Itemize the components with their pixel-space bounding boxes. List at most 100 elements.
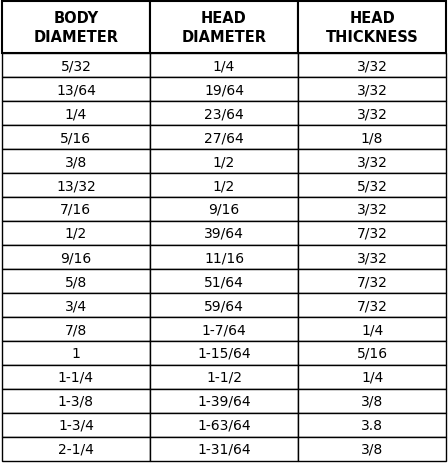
- Bar: [298, 294, 446, 317]
- Bar: [150, 150, 298, 174]
- Text: 3/8: 3/8: [361, 394, 383, 408]
- Bar: [150, 198, 298, 221]
- Text: 3/32: 3/32: [357, 202, 388, 217]
- Bar: [298, 174, 446, 198]
- Text: 3/32: 3/32: [357, 59, 388, 73]
- Text: 1/8: 1/8: [361, 131, 383, 144]
- Bar: [150, 317, 298, 341]
- Bar: [298, 54, 446, 78]
- Bar: [2, 245, 150, 269]
- Text: 13/64: 13/64: [56, 83, 96, 97]
- Text: 7/32: 7/32: [357, 275, 388, 288]
- Text: 1-39/64: 1-39/64: [197, 394, 251, 408]
- Bar: [150, 126, 298, 150]
- Bar: [150, 2, 298, 54]
- Bar: [150, 221, 298, 245]
- Bar: [2, 365, 150, 389]
- Text: 39/64: 39/64: [204, 226, 244, 240]
- Bar: [150, 341, 298, 365]
- Bar: [298, 269, 446, 294]
- Bar: [298, 221, 446, 245]
- Text: 1/2: 1/2: [213, 155, 235, 169]
- Text: 3/32: 3/32: [357, 250, 388, 264]
- Text: 5/16: 5/16: [357, 346, 388, 360]
- Text: 1/4: 1/4: [361, 370, 383, 384]
- Text: 19/64: 19/64: [204, 83, 244, 97]
- Text: 59/64: 59/64: [204, 298, 244, 313]
- Bar: [298, 198, 446, 221]
- Bar: [298, 413, 446, 437]
- Text: 1-63/64: 1-63/64: [197, 418, 251, 432]
- Text: 3.8: 3.8: [361, 418, 383, 432]
- Bar: [150, 294, 298, 317]
- Bar: [150, 413, 298, 437]
- Text: 9/16: 9/16: [208, 202, 240, 217]
- Bar: [298, 102, 446, 126]
- Bar: [298, 78, 446, 102]
- Text: 3/32: 3/32: [357, 155, 388, 169]
- Bar: [150, 54, 298, 78]
- Text: 9/16: 9/16: [60, 250, 91, 264]
- Bar: [2, 198, 150, 221]
- Bar: [2, 317, 150, 341]
- Text: 1/2: 1/2: [65, 226, 87, 240]
- Bar: [298, 126, 446, 150]
- Bar: [2, 54, 150, 78]
- Bar: [298, 317, 446, 341]
- Text: 1/4: 1/4: [361, 322, 383, 336]
- Text: 23/64: 23/64: [204, 107, 244, 121]
- Bar: [2, 150, 150, 174]
- Text: 13/32: 13/32: [56, 179, 96, 193]
- Bar: [2, 413, 150, 437]
- Text: 1-1/2: 1-1/2: [206, 370, 242, 384]
- Text: BODY
DIAMETER: BODY DIAMETER: [34, 11, 118, 45]
- Text: 1-3/4: 1-3/4: [58, 418, 94, 432]
- Bar: [298, 2, 446, 54]
- Bar: [150, 437, 298, 461]
- Bar: [298, 389, 446, 413]
- Text: 1-3/8: 1-3/8: [58, 394, 94, 408]
- Bar: [298, 341, 446, 365]
- Text: 3/32: 3/32: [357, 107, 388, 121]
- Text: 1-1/4: 1-1/4: [58, 370, 94, 384]
- Text: 3/8: 3/8: [65, 155, 87, 169]
- Bar: [2, 78, 150, 102]
- Bar: [2, 221, 150, 245]
- Text: 1/4: 1/4: [213, 59, 235, 73]
- Text: 1/4: 1/4: [65, 107, 87, 121]
- Text: 1: 1: [72, 346, 80, 360]
- Bar: [2, 437, 150, 461]
- Bar: [150, 245, 298, 269]
- Text: 7/32: 7/32: [357, 226, 388, 240]
- Bar: [298, 365, 446, 389]
- Bar: [2, 294, 150, 317]
- Text: 1-31/64: 1-31/64: [197, 442, 251, 456]
- Text: 11/16: 11/16: [204, 250, 244, 264]
- Text: 27/64: 27/64: [204, 131, 244, 144]
- Bar: [150, 174, 298, 198]
- Text: 5/8: 5/8: [65, 275, 87, 288]
- Bar: [2, 389, 150, 413]
- Text: 7/8: 7/8: [65, 322, 87, 336]
- Text: 2-1/4: 2-1/4: [58, 442, 94, 456]
- Text: 51/64: 51/64: [204, 275, 244, 288]
- Text: 7/32: 7/32: [357, 298, 388, 313]
- Text: 3/32: 3/32: [357, 83, 388, 97]
- Bar: [150, 365, 298, 389]
- Bar: [150, 269, 298, 294]
- Text: HEAD
THICKNESS: HEAD THICKNESS: [326, 11, 418, 45]
- Bar: [150, 78, 298, 102]
- Bar: [2, 102, 150, 126]
- Bar: [2, 341, 150, 365]
- Bar: [298, 150, 446, 174]
- Text: HEAD
DIAMETER: HEAD DIAMETER: [181, 11, 267, 45]
- Text: 5/16: 5/16: [60, 131, 91, 144]
- Bar: [298, 437, 446, 461]
- Text: 7/16: 7/16: [60, 202, 91, 217]
- Bar: [298, 245, 446, 269]
- Bar: [2, 174, 150, 198]
- Bar: [2, 2, 150, 54]
- Bar: [2, 269, 150, 294]
- Text: 1/2: 1/2: [213, 179, 235, 193]
- Bar: [2, 126, 150, 150]
